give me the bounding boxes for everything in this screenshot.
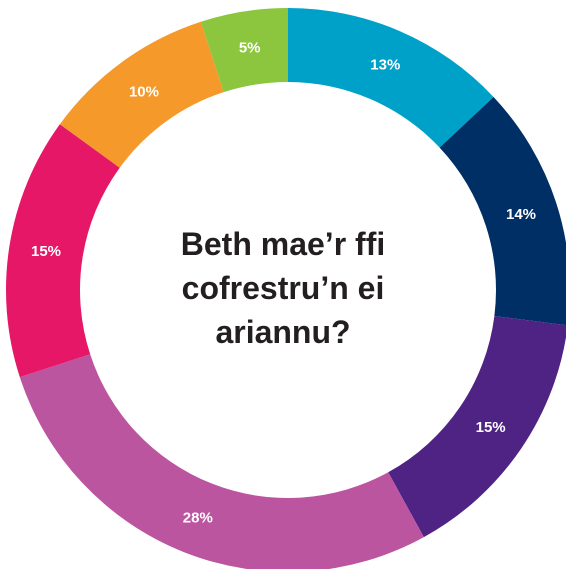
donut-slice [288,8,494,148]
donut-slice [200,8,288,93]
slice-label: 15% [31,243,61,260]
slice-label: 13% [370,57,400,74]
donut-slice [59,21,224,168]
donut-slice [439,96,566,326]
slice-label: 5% [239,40,261,57]
chart-title: Beth mae’r ffi cofrestru’n ei ariannu? [180,226,386,350]
donut-slice [19,354,424,572]
slice-label: 15% [476,419,506,436]
slices-layer [6,8,566,572]
slice-labels-layer: 13% 14% 15% 28% 15% 10% 5% [31,40,536,527]
donut-slice [388,316,566,538]
donut-slice [6,124,120,378]
slice-label: 14% [506,206,536,223]
slice-label: 28% [183,509,213,526]
slice-label: 10% [129,83,159,100]
